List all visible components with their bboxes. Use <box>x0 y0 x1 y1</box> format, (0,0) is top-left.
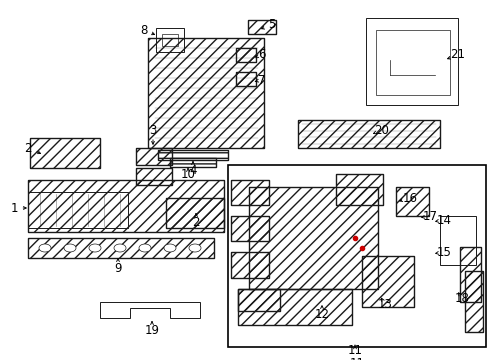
Bar <box>362 256 413 307</box>
Text: 18: 18 <box>454 292 468 305</box>
Bar <box>465 271 483 332</box>
Text: 15: 15 <box>436 246 450 258</box>
Bar <box>230 252 269 278</box>
Bar <box>238 289 351 325</box>
Bar <box>227 165 485 347</box>
Bar <box>28 238 214 258</box>
Text: 19: 19 <box>144 324 159 337</box>
Bar <box>238 289 351 325</box>
Text: 5: 5 <box>268 18 275 31</box>
Bar <box>170 158 216 167</box>
Ellipse shape <box>163 244 176 252</box>
Bar <box>297 120 439 148</box>
Bar <box>230 180 269 205</box>
Ellipse shape <box>64 244 76 252</box>
Bar <box>395 187 428 216</box>
Text: 4: 4 <box>189 163 196 176</box>
Bar <box>158 150 227 160</box>
Bar <box>248 187 377 289</box>
Bar <box>459 247 480 302</box>
Bar <box>230 216 269 242</box>
Bar <box>28 180 224 232</box>
Bar <box>459 247 480 302</box>
Bar <box>28 192 128 228</box>
Ellipse shape <box>114 244 126 252</box>
Bar <box>136 148 172 165</box>
Ellipse shape <box>139 244 151 252</box>
Bar <box>165 198 224 228</box>
Text: 7: 7 <box>258 73 265 86</box>
Text: 8: 8 <box>140 23 147 36</box>
Bar <box>156 28 183 52</box>
Ellipse shape <box>89 244 101 252</box>
Bar <box>336 174 382 205</box>
Bar <box>28 180 224 232</box>
Bar <box>28 238 214 258</box>
Bar <box>230 216 269 242</box>
Text: 11: 11 <box>347 343 362 356</box>
Bar <box>439 216 475 265</box>
Ellipse shape <box>189 244 201 252</box>
Text: 1: 1 <box>10 202 18 215</box>
Bar <box>230 180 269 205</box>
Bar <box>158 150 227 160</box>
Bar <box>148 38 264 148</box>
Bar <box>162 34 178 46</box>
Bar <box>362 256 413 307</box>
Text: 6: 6 <box>258 49 265 62</box>
Text: 16: 16 <box>402 192 417 204</box>
Bar <box>236 72 256 86</box>
Text: 3: 3 <box>149 123 156 136</box>
Text: 11: 11 <box>349 357 364 360</box>
Bar <box>170 158 216 167</box>
Bar <box>248 187 377 289</box>
Text: 2: 2 <box>24 141 32 154</box>
Bar <box>30 138 100 168</box>
Bar <box>247 20 275 34</box>
Bar <box>236 72 256 86</box>
Bar <box>236 48 256 62</box>
Text: 2: 2 <box>192 216 199 229</box>
Bar <box>165 198 224 228</box>
Text: 10: 10 <box>180 168 195 181</box>
Bar <box>247 20 275 34</box>
Bar <box>365 18 457 105</box>
Bar <box>30 138 100 168</box>
Text: 9: 9 <box>114 261 122 274</box>
Bar <box>238 289 279 311</box>
Text: 14: 14 <box>436 213 450 226</box>
Bar <box>375 30 449 95</box>
Bar <box>136 168 172 185</box>
Text: 21: 21 <box>449 49 465 62</box>
Bar <box>236 48 256 62</box>
Bar <box>148 38 264 148</box>
Bar <box>465 271 483 332</box>
Text: 13: 13 <box>377 298 392 311</box>
Bar <box>136 168 172 185</box>
Text: 12: 12 <box>314 309 329 321</box>
Bar <box>336 174 382 205</box>
Bar <box>297 120 439 148</box>
Text: 20: 20 <box>374 123 388 136</box>
Bar <box>136 148 172 165</box>
Bar <box>238 289 279 311</box>
Text: 17: 17 <box>422 210 437 222</box>
Bar <box>395 187 428 216</box>
Ellipse shape <box>39 244 51 252</box>
Bar <box>230 252 269 278</box>
